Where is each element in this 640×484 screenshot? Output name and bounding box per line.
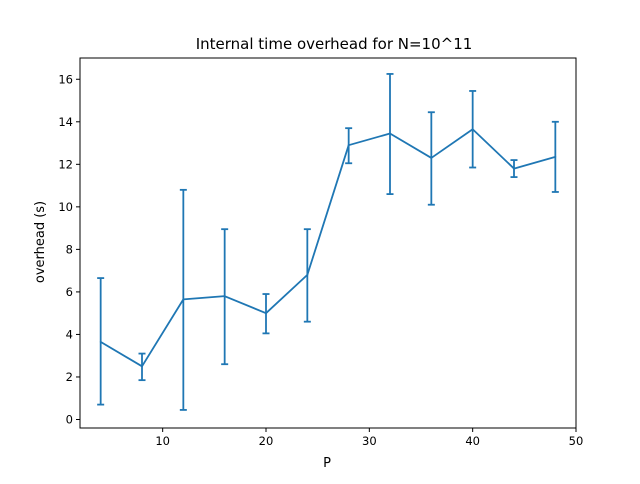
data-point	[141, 365, 143, 368]
y-tick-label: 6	[66, 285, 73, 299]
data-point	[99, 340, 102, 343]
y-tick-label: 10	[58, 200, 73, 214]
x-axis-label: P	[323, 456, 331, 471]
data-point	[554, 155, 557, 158]
x-tick-label: 20	[259, 434, 274, 448]
data-point	[513, 167, 515, 170]
data-point	[430, 157, 433, 159]
data-point	[471, 128, 474, 131]
x-tick-label: 50	[569, 434, 584, 448]
plot-area: 10 20 30 40 50 0 2 4 6 8 10 12 14 16	[58, 57, 584, 448]
y-tick-label: 14	[58, 115, 73, 129]
data-point	[182, 298, 185, 301]
y-tick-label: 0	[66, 412, 73, 426]
y-axis-label: overhead (s)	[33, 201, 48, 283]
data-point	[347, 144, 350, 147]
y-tick-label: 2	[66, 370, 73, 384]
data-point	[223, 295, 226, 298]
axes-frame	[79, 57, 577, 429]
data-point	[265, 312, 267, 315]
x-tick-label: 30	[362, 434, 377, 448]
y-tick-label: 16	[58, 72, 73, 86]
data-point	[389, 132, 391, 135]
y-tick-label: 4	[66, 327, 73, 341]
x-tick-label: 40	[465, 434, 480, 448]
data-point	[306, 273, 309, 276]
y-tick-label: 8	[66, 242, 73, 256]
x-tick-label: 10	[155, 434, 170, 448]
y-tick-label: 12	[58, 157, 73, 171]
chart-title: Internal time overhead for N=10^11	[196, 35, 473, 53]
series-line	[100, 128, 556, 368]
